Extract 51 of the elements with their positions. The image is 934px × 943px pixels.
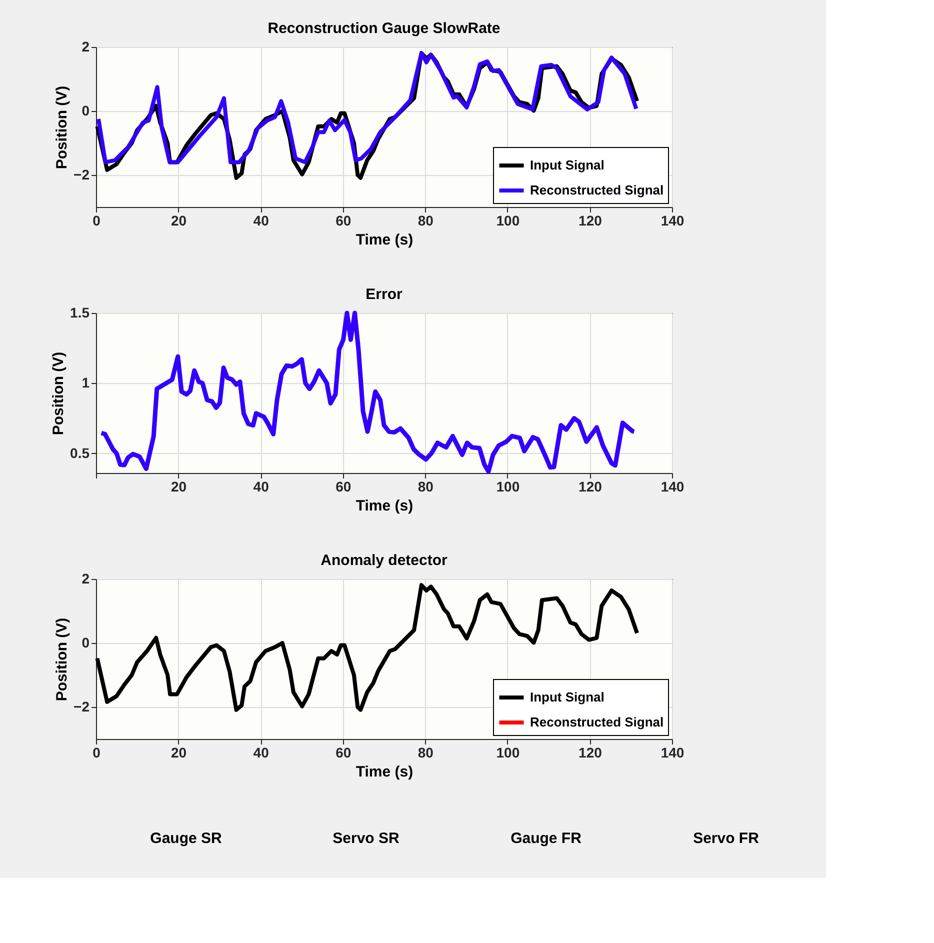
x-tick-label: 20: [170, 744, 187, 760]
y-axis-title: Position (V): [50, 352, 68, 436]
chart-title: Reconstruction Gauge SlowRate: [268, 20, 500, 37]
line-series: [95, 583, 640, 712]
legend-label: Reconstructed Signal: [530, 182, 664, 198]
y-tick-label: −2: [74, 698, 90, 714]
x-tick-label: 100: [496, 744, 520, 760]
x-tick-label: 140: [660, 478, 684, 494]
x-tick-label: 60: [336, 744, 352, 760]
x-tick-label: 0: [92, 212, 101, 228]
x-tick-label: 100: [496, 212, 520, 228]
text: Gauge SR: [150, 830, 222, 847]
chart-title: Error: [366, 286, 402, 303]
x-tick-label: 60: [336, 212, 352, 228]
x-tick-label: 40: [253, 744, 270, 760]
text: Gauge FR: [510, 830, 582, 847]
x-tick-label: 40: [253, 212, 270, 228]
text: Servo SR: [332, 830, 400, 847]
legend-label: Input Signal: [530, 690, 604, 704]
x-tick-label: 120: [578, 212, 602, 228]
y-tick-label: 1.5: [70, 304, 90, 320]
y-tick-label: 2: [82, 570, 90, 586]
x-tick-label: 140: [660, 744, 684, 760]
chart-title: Anomaly detector: [320, 552, 448, 569]
y-tick-label: −2: [74, 166, 90, 182]
y-tick-label: 0: [82, 102, 90, 118]
x-tick-label: 100: [496, 478, 520, 494]
line-series: [99, 310, 636, 474]
x-tick-label: 0: [92, 744, 101, 760]
x-tick-label: 80: [418, 478, 434, 494]
legend-label: Input Signal: [530, 158, 604, 172]
y-tick-label: 1: [82, 374, 90, 391]
y-tick-label: 0.5: [70, 444, 90, 461]
y-tick-label: 0: [82, 634, 90, 650]
y-tick-label: 2: [82, 38, 90, 54]
y-axis-title: Position (V): [54, 86, 71, 170]
x-tick-label: 120: [578, 478, 602, 494]
x-axis-title: Time (s): [356, 764, 414, 780]
text: Servo FR: [693, 830, 760, 847]
x-tick-label: 120: [578, 744, 602, 760]
x-tick-label: 40: [253, 478, 270, 494]
x-tick-label: 20: [170, 212, 187, 228]
x-tick-label: 20: [170, 478, 187, 494]
x-tick-label: 60: [336, 478, 352, 494]
x-tick-label: 80: [418, 212, 434, 228]
legend-label: Reconstructed Signal: [530, 714, 664, 730]
x-tick-label: 80: [418, 744, 434, 760]
y-axis-title: Position (V): [54, 618, 71, 702]
x-tick-label: 140: [660, 212, 684, 228]
x-axis-title: Time (s): [356, 232, 414, 248]
x-axis-title: Time (s): [356, 498, 414, 514]
